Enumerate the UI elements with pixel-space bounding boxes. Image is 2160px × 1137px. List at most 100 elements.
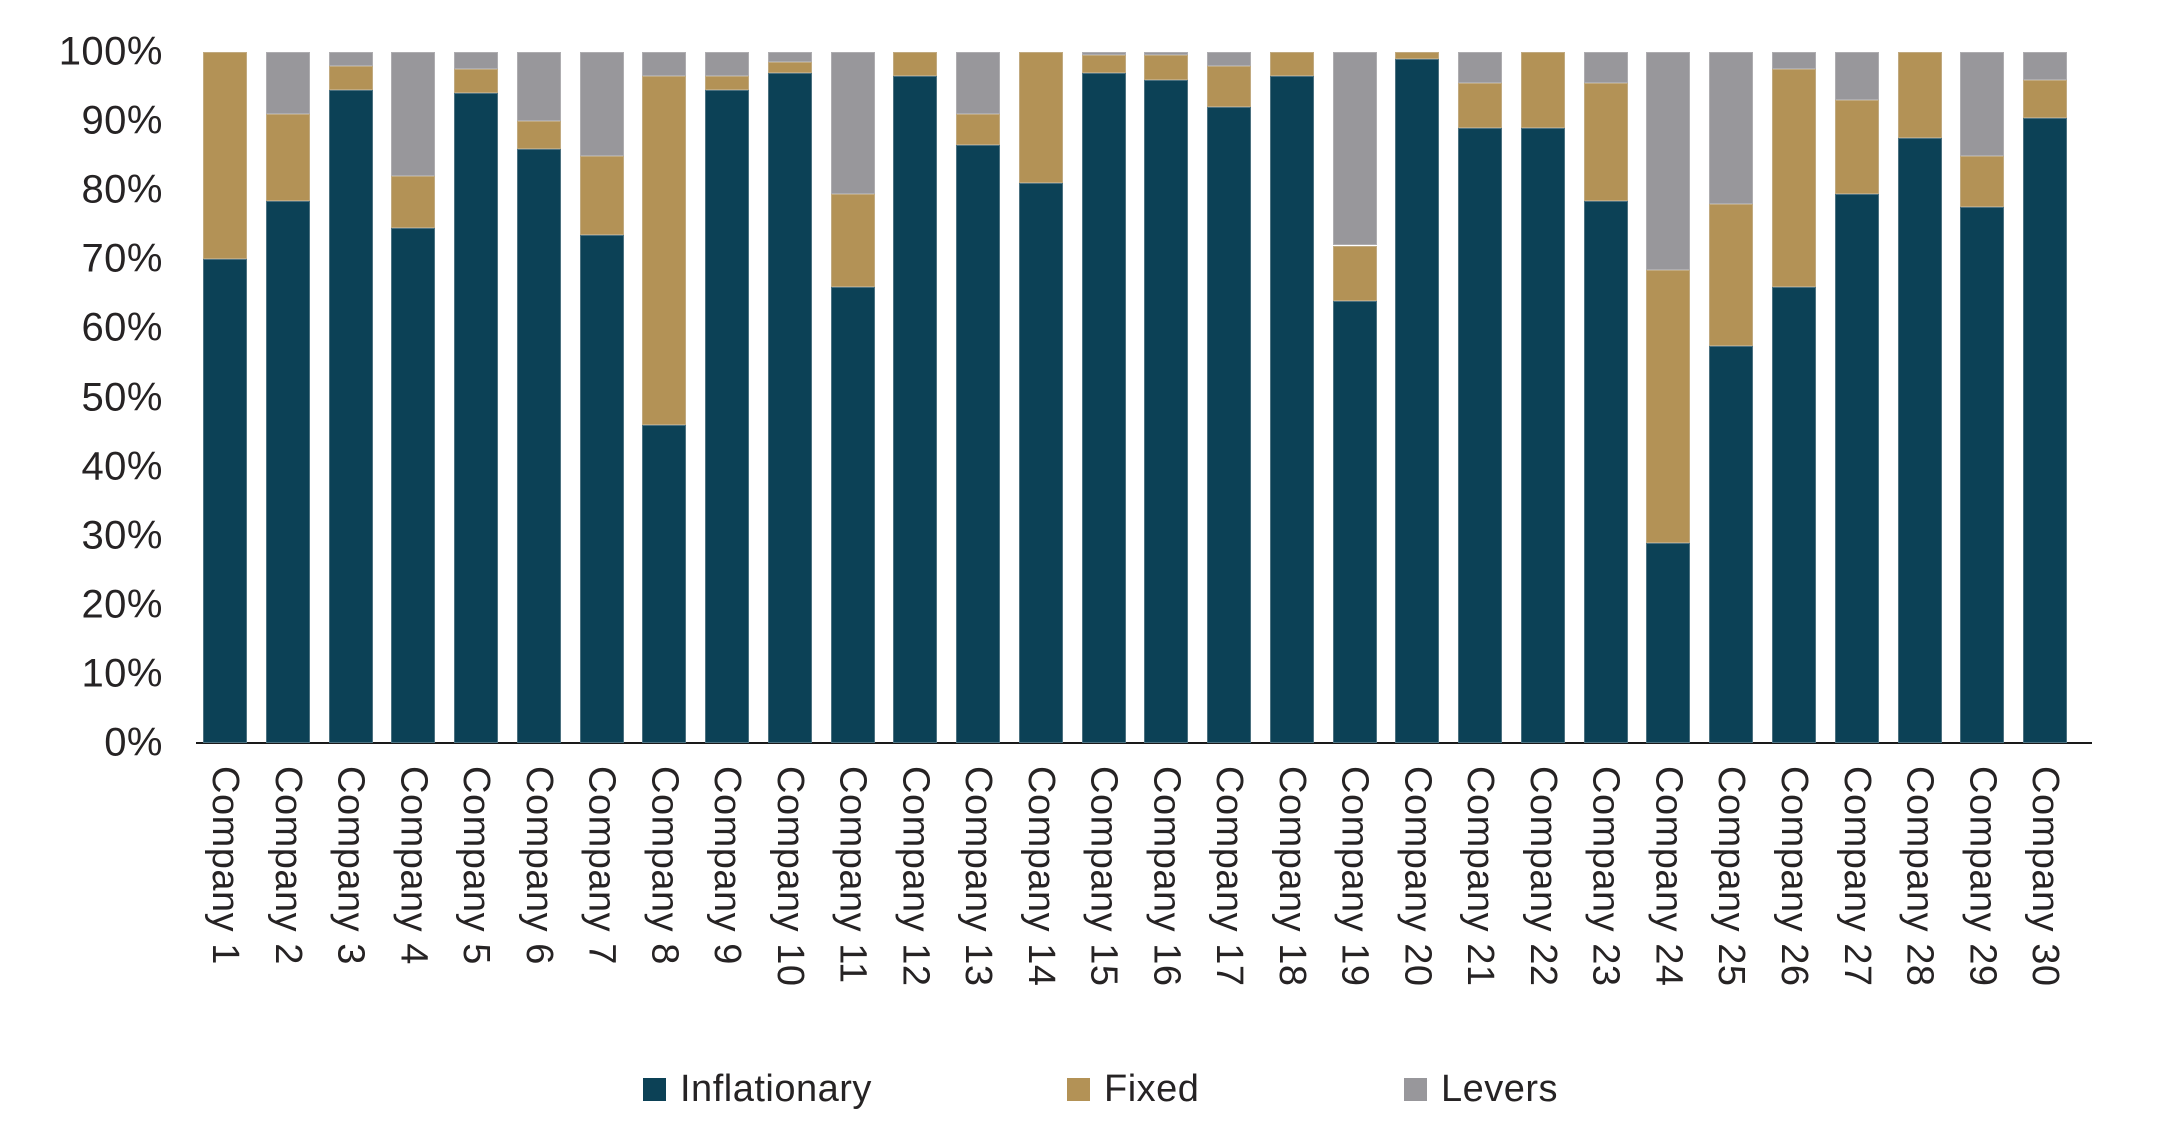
bar-company-21 bbox=[1458, 52, 1503, 743]
bar-company-17 bbox=[1207, 52, 1252, 743]
bar-company-28 bbox=[1897, 52, 1942, 743]
bar-segment-inflationary bbox=[1458, 128, 1503, 743]
x-axis-label: Company 23 bbox=[1584, 766, 1627, 987]
bar-segment-inflationary bbox=[516, 148, 561, 743]
x-axis-label: Company 3 bbox=[329, 766, 372, 965]
bar-company-15 bbox=[1081, 52, 1126, 743]
bar-segment-fixed bbox=[1395, 52, 1440, 59]
bar-segment-levers bbox=[956, 52, 1001, 115]
bar-segment-fixed bbox=[265, 114, 310, 201]
bar-segment-inflationary bbox=[328, 90, 373, 743]
x-axis-label: Company 5 bbox=[455, 766, 498, 965]
bar-segment-inflationary bbox=[642, 425, 687, 743]
y-tick-label: 80% bbox=[81, 167, 163, 212]
bar-company-8 bbox=[642, 52, 687, 743]
bar-segment-fixed bbox=[579, 155, 624, 236]
x-axis-label: Company 12 bbox=[894, 766, 937, 987]
bar-segment-inflationary bbox=[956, 145, 1001, 743]
x-axis-label: Company 24 bbox=[1647, 766, 1690, 987]
bar-company-18 bbox=[1269, 52, 1314, 743]
y-tick-label: 20% bbox=[81, 582, 163, 627]
bar-segment-levers bbox=[1709, 52, 1754, 205]
x-axis-line bbox=[196, 742, 2092, 744]
bar-segment-fixed bbox=[956, 114, 1001, 146]
bar-segment-levers bbox=[1772, 52, 1816, 70]
bar-segment-fixed bbox=[1897, 52, 1942, 139]
x-axis-label: Company 18 bbox=[1270, 766, 1313, 987]
bar-segment-inflationary bbox=[1395, 58, 1440, 743]
x-axis-label: Company 10 bbox=[768, 766, 811, 987]
bar-segment-levers bbox=[265, 52, 310, 115]
bar-segment-levers bbox=[579, 52, 624, 156]
bar-segment-fixed bbox=[1458, 83, 1503, 129]
bar-segment-levers bbox=[328, 52, 373, 66]
x-axis-label: Company 9 bbox=[706, 766, 749, 965]
bar-segment-levers bbox=[1144, 52, 1189, 56]
y-tick-label: 100% bbox=[58, 29, 163, 74]
x-axis-label: Company 13 bbox=[957, 766, 1000, 987]
bar-segment-levers bbox=[1960, 52, 2005, 156]
y-tick-label: 90% bbox=[81, 98, 163, 143]
x-axis-label: Company 25 bbox=[1710, 766, 1753, 987]
bar-segment-fixed bbox=[203, 52, 247, 260]
bar-company-30 bbox=[2023, 52, 2068, 743]
bar-segment-inflationary bbox=[1897, 138, 1942, 743]
bar-segment-inflationary bbox=[1583, 200, 1628, 743]
bar-company-19 bbox=[1332, 52, 1377, 743]
bar-segment-fixed bbox=[1646, 269, 1691, 543]
bar-segment-fixed bbox=[1207, 65, 1252, 108]
bar-segment-levers bbox=[642, 52, 687, 77]
bar-company-11 bbox=[830, 52, 875, 743]
bar-segment-fixed bbox=[705, 76, 750, 91]
bar-segment-inflationary bbox=[1207, 107, 1252, 743]
bar-segment-inflationary bbox=[1772, 286, 1816, 743]
x-axis-label: Company 15 bbox=[1082, 766, 1125, 987]
bar-segment-fixed bbox=[830, 193, 875, 287]
bar-segment-inflationary bbox=[265, 200, 310, 743]
bar-segment-levers bbox=[1583, 52, 1628, 84]
bar-segment-inflationary bbox=[1018, 183, 1063, 743]
y-tick-label: 50% bbox=[81, 375, 163, 419]
bar-segment-inflationary bbox=[1646, 542, 1691, 743]
bar-company-1 bbox=[203, 52, 247, 743]
bar-company-20 bbox=[1395, 52, 1440, 743]
bar-segment-levers bbox=[830, 52, 875, 194]
bar-segment-levers bbox=[1458, 52, 1503, 84]
bar-company-16 bbox=[1144, 52, 1189, 743]
x-axis-label: Company 29 bbox=[1961, 766, 2004, 987]
bar-segment-inflationary bbox=[391, 228, 436, 743]
bar-segment-fixed bbox=[1834, 100, 1879, 194]
bar-segment-levers bbox=[2023, 52, 2068, 80]
bar-segment-levers bbox=[391, 52, 436, 177]
bar-segment-fixed bbox=[2023, 79, 2068, 118]
legend-swatch-levers-icon bbox=[1404, 1078, 1427, 1101]
bar-company-9 bbox=[705, 52, 750, 743]
bar-segment-inflationary bbox=[1960, 207, 2005, 743]
x-axis-label: Company 8 bbox=[643, 766, 686, 965]
bar-segment-inflationary bbox=[767, 72, 812, 743]
bar-company-26 bbox=[1772, 52, 1816, 743]
legend-swatch-fixed-icon bbox=[1067, 1078, 1090, 1101]
bar-segment-levers bbox=[454, 52, 499, 70]
x-axis-label: Company 2 bbox=[266, 766, 309, 965]
bar-segment-levers bbox=[1646, 52, 1691, 270]
bar-segment-fixed bbox=[1081, 55, 1126, 73]
x-axis-label: Company 21 bbox=[1459, 766, 1502, 987]
y-tick-label: 70% bbox=[81, 236, 163, 281]
bar-company-25 bbox=[1709, 52, 1754, 743]
bar-segment-levers bbox=[516, 52, 561, 122]
x-axis-label: Company 28 bbox=[1898, 766, 1941, 987]
x-axis-label: Company 30 bbox=[2024, 766, 2067, 987]
x-axis-label: Company 4 bbox=[392, 766, 435, 965]
x-axis-label: Company 17 bbox=[1208, 766, 1251, 987]
bar-segment-fixed bbox=[1520, 52, 1565, 129]
bar-company-23 bbox=[1583, 52, 1628, 743]
bar-segment-inflationary bbox=[705, 90, 750, 743]
x-axis-label: Company 22 bbox=[1521, 766, 1564, 987]
y-tick-label: 0% bbox=[104, 720, 163, 765]
bar-segment-inflationary bbox=[1520, 128, 1565, 743]
bar-company-10 bbox=[767, 52, 812, 743]
x-axis-label: Company 7 bbox=[580, 766, 623, 965]
bar-company-2 bbox=[265, 52, 310, 743]
